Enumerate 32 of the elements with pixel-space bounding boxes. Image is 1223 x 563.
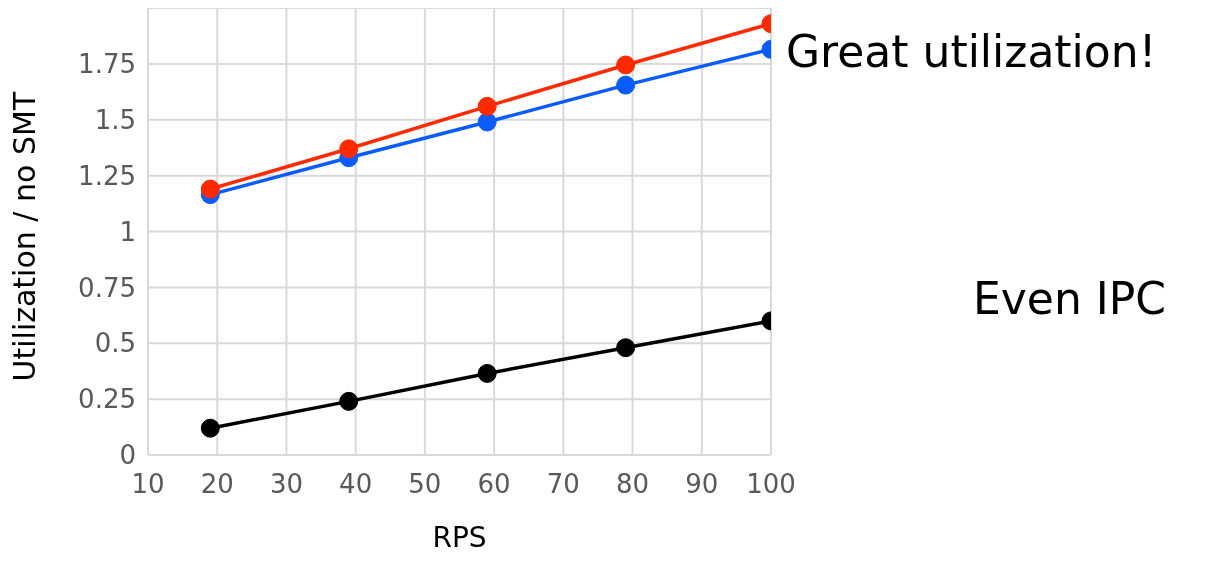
y-tick-label: 1.25 xyxy=(78,160,136,191)
point xyxy=(616,55,636,75)
y-tick-label: 0.25 xyxy=(78,384,136,415)
x-tick-label: 40 xyxy=(339,469,373,500)
text: Even IPC xyxy=(973,273,1167,324)
y-tick-label: 1.5 xyxy=(94,104,136,135)
point xyxy=(200,179,220,199)
x-tick-label: 70 xyxy=(546,469,580,500)
point xyxy=(477,96,497,116)
y-tick-label: 1 xyxy=(119,216,136,247)
text: Great utilization! xyxy=(786,26,1157,77)
x-tick-label: 30 xyxy=(269,469,303,500)
x-tick-label: 100 xyxy=(746,469,796,500)
x-tick-label: 90 xyxy=(685,469,719,500)
point xyxy=(200,418,220,438)
point xyxy=(339,391,359,411)
point xyxy=(477,363,497,383)
y-tick-label: 0 xyxy=(119,440,136,471)
x-tick-label: 20 xyxy=(200,469,234,500)
y-tick-label: 0.5 xyxy=(94,328,136,359)
x-tick-label: 60 xyxy=(477,469,511,500)
point xyxy=(616,338,636,358)
y-tick-label: 0.75 xyxy=(78,272,136,303)
x-tick-label: 10 xyxy=(131,469,165,500)
point xyxy=(339,139,359,159)
x-axis-title: RPS xyxy=(432,521,487,554)
point xyxy=(477,112,497,132)
y-axis-title: Utilization / no SMT xyxy=(6,91,42,382)
x-tick-label: 50 xyxy=(408,469,442,500)
point xyxy=(616,75,636,95)
x-tick-label: 80 xyxy=(616,469,650,500)
y-tick-label: 1.75 xyxy=(78,49,136,80)
